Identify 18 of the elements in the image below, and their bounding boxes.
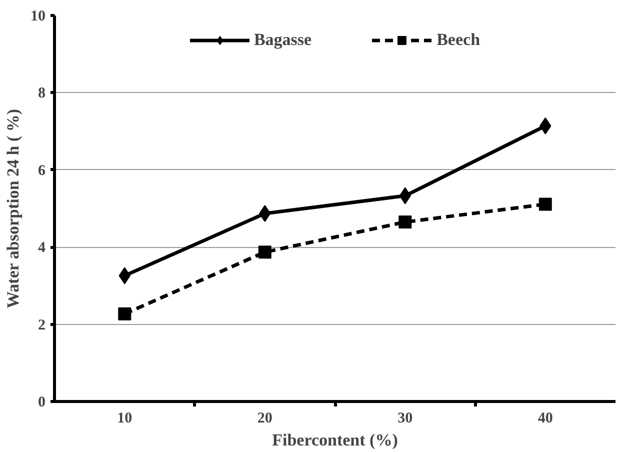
x-axis-title: Fibercontent (%): [272, 430, 398, 450]
x-tick-label: 30: [398, 410, 413, 426]
point: [118, 307, 132, 320]
legend-label: Bagasse: [254, 30, 312, 50]
x-tick-label: 40: [538, 410, 553, 426]
legend-label: Beech: [436, 30, 480, 50]
x-tick-label: 20: [257, 410, 272, 426]
y-tick-label: 8: [38, 86, 46, 102]
x-tick-label: 10: [117, 410, 132, 426]
y-tick-label: 10: [30, 8, 46, 24]
point: [258, 246, 272, 259]
y-tick-label: 2: [38, 317, 46, 334]
y-tick-label: 6: [38, 162, 46, 179]
y-tick-label: 0: [38, 394, 46, 410]
point: [538, 198, 552, 211]
y-axis-title: Water absorption 24 h ( %): [4, 108, 22, 308]
y-tick-label: 4: [38, 240, 46, 256]
point: [398, 216, 412, 229]
